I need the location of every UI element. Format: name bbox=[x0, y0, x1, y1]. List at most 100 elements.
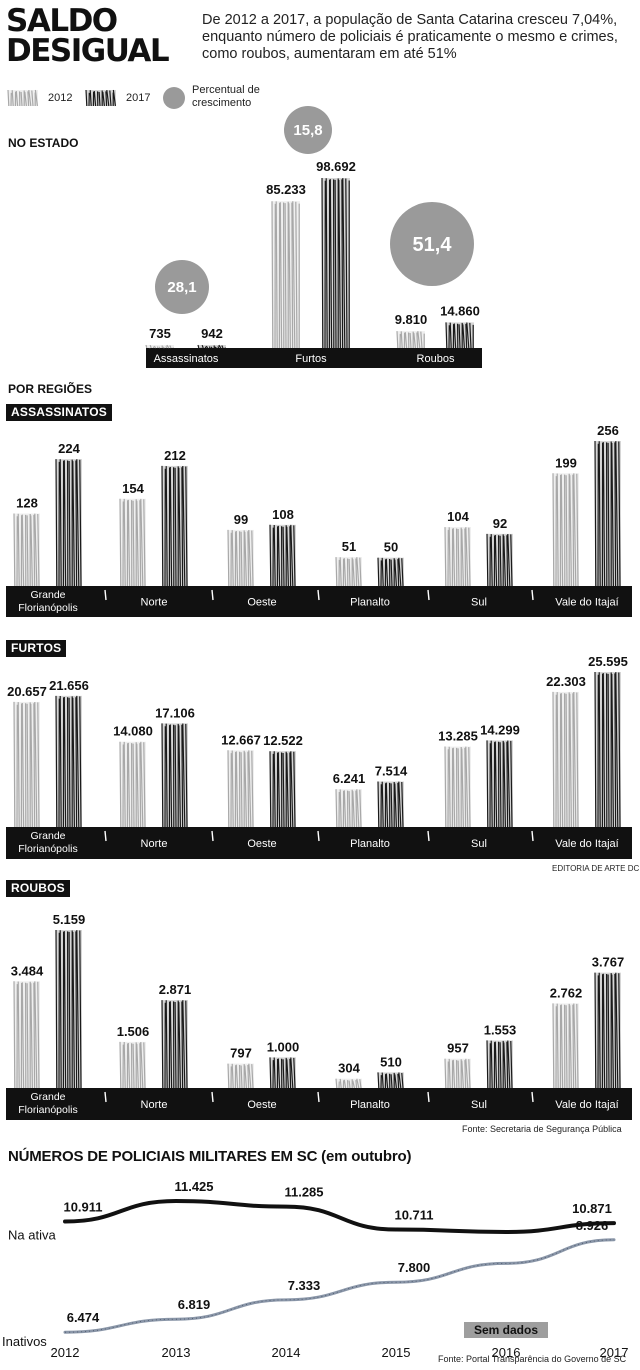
estado-bar-assassinatos-2012 bbox=[145, 344, 174, 349]
chart-roubos-bar-2-2017 bbox=[269, 1057, 296, 1089]
chart-subtitle: De 2012 a 2017, a população de Santa Cat… bbox=[202, 12, 618, 62]
chart-assassinatos-value-label: 92 bbox=[493, 516, 507, 531]
growth-label: 28,1 bbox=[167, 279, 196, 296]
chart-furtos-bar-2-2012 bbox=[227, 750, 254, 828]
chart-furtos-value-label: 13.285 bbox=[438, 729, 478, 744]
chart-assassinatos-category-label: Florianópolis bbox=[18, 602, 78, 614]
estado-category-label: Furtos bbox=[295, 353, 327, 365]
chart-roubos-value-label: 304 bbox=[338, 1061, 360, 1076]
chart-assassinatos-value-label: 256 bbox=[597, 423, 619, 438]
chart-furtos-value-label: 25.595 bbox=[588, 654, 628, 669]
estado-value-label: 85.233 bbox=[266, 182, 306, 197]
chart-assassinatos-bar-3-2012 bbox=[335, 557, 362, 587]
chart-assassinatos-bar-5-2017 bbox=[594, 440, 621, 587]
value-label-inativos: 6.474 bbox=[67, 1310, 100, 1325]
band-separator bbox=[427, 1091, 430, 1103]
chart-assassinatos-value-label: 212 bbox=[164, 448, 186, 463]
chart-roubos-bar-3-2017 bbox=[377, 1072, 404, 1089]
legend-label-2012: 2012 bbox=[48, 92, 73, 104]
chart-assassinatos-category-label: Norte bbox=[141, 597, 168, 609]
chart-assassinatos-value-label: 99 bbox=[234, 512, 248, 527]
line-inativos bbox=[63, 1238, 616, 1334]
band-separator bbox=[317, 589, 320, 601]
missing-data-label: Sem dados bbox=[474, 1323, 538, 1337]
chart-furtos-bar-1-2017 bbox=[161, 723, 188, 828]
chart-furtos-bar-5-2012 bbox=[552, 691, 579, 828]
chart-furtos-value-label: 12.667 bbox=[221, 732, 261, 747]
band-separator bbox=[104, 830, 107, 842]
chart-assassinatos-bar-1-2012 bbox=[119, 498, 146, 587]
chart-roubos-value-label: 2.762 bbox=[550, 985, 583, 1000]
band-separator bbox=[427, 589, 430, 601]
chart-assassinatos-category-label: Oeste bbox=[247, 597, 276, 609]
chart-assassinatos-bar-2-2012 bbox=[227, 529, 254, 587]
chart-roubos-bar-3-2012 bbox=[335, 1078, 362, 1089]
band-separator bbox=[317, 830, 320, 842]
chart-furtos-bar-3-2012 bbox=[335, 789, 362, 828]
x-tick-label: 2012 bbox=[51, 1345, 80, 1360]
chart-furtos-category-label: Grande bbox=[30, 830, 65, 842]
legend-swatch-2017-bar bbox=[85, 89, 116, 107]
chart-roubos-bar-2-2012 bbox=[227, 1063, 254, 1089]
chart-roubos-category-label: Sul bbox=[471, 1099, 487, 1111]
x-tick-label: 2017 bbox=[600, 1345, 629, 1360]
growth-circle bbox=[390, 202, 474, 286]
value-label-inativos: 8.926 bbox=[576, 1218, 609, 1233]
chart-assassinatos-value-label: 128 bbox=[16, 496, 38, 511]
chart-roubos-axis-band bbox=[6, 1088, 632, 1120]
chart-roubos-category-label: Planalto bbox=[350, 1099, 390, 1111]
band-separator bbox=[531, 830, 534, 842]
chart-roubos-bar-4-2017 bbox=[486, 1040, 513, 1089]
chart-roubos-value-label: 3.767 bbox=[592, 955, 625, 970]
chart-furtos-category-label: Norte bbox=[141, 838, 168, 850]
chart-assassinatos-axis-band bbox=[6, 586, 632, 617]
chart-furtos-bar-4-2017 bbox=[486, 740, 513, 828]
legend-circle-label-1: Percentual de bbox=[192, 84, 260, 96]
chart-furtos-category-label: Planalto bbox=[350, 838, 390, 850]
chart-furtos-value-label: 14.080 bbox=[113, 724, 153, 739]
chart-roubos-category-label: Vale do Itajaí bbox=[555, 1099, 618, 1111]
growth-circle bbox=[155, 260, 209, 314]
chart-roubos-category-label: Florianópolis bbox=[18, 1104, 78, 1116]
value-label-inativos: 7.333 bbox=[288, 1278, 321, 1293]
police-chart-title: NÚMEROS DE POLICIAIS MILITARES EM SC (em… bbox=[8, 1148, 412, 1165]
band-separator bbox=[531, 589, 534, 601]
chart-roubos-bar-5-2012 bbox=[552, 1003, 579, 1089]
chart-roubos-value-label: 1.000 bbox=[267, 1039, 300, 1054]
series-label-na-ativa: Na ativa bbox=[8, 1228, 56, 1243]
estado-bar-assassinatos-2017 bbox=[197, 344, 226, 349]
growth-label: 15,8 bbox=[293, 122, 322, 139]
value-label-na-ativa: 10.711 bbox=[394, 1208, 433, 1223]
chart-assassinatos-bar-5-2012 bbox=[552, 473, 579, 587]
chart-roubos-value-label: 2.871 bbox=[159, 982, 192, 997]
chart-furtos-bar-0-2017 bbox=[55, 695, 82, 828]
chart-furtos-value-label: 12.522 bbox=[263, 733, 303, 748]
chart-assassinatos-bar-1-2017 bbox=[161, 465, 188, 587]
value-label-inativos: 6.819 bbox=[178, 1297, 211, 1312]
chart-roubos-value-label: 957 bbox=[447, 1041, 469, 1056]
chart-roubos-category-label: Oeste bbox=[247, 1099, 276, 1111]
chart-furtos-axis-band bbox=[6, 827, 632, 859]
value-label-na-ativa: 10.871 bbox=[572, 1201, 612, 1216]
legend-swatch-2012 bbox=[7, 89, 38, 107]
legend-swatch-2017 bbox=[85, 89, 116, 107]
band-separator bbox=[104, 589, 107, 601]
value-label-na-ativa: 11.285 bbox=[284, 1185, 323, 1200]
band-separator bbox=[211, 589, 214, 601]
chart-furtos-value-label: 6.241 bbox=[333, 771, 366, 786]
band-separator bbox=[211, 830, 214, 842]
chart-assassinatos-bar-4-2012 bbox=[444, 527, 471, 587]
chart-furtos-value-label: 17.106 bbox=[155, 705, 195, 720]
line-na-ativa bbox=[63, 1198, 616, 1235]
estado-value-label: 14.860 bbox=[440, 303, 480, 318]
chart-furtos-bar-5-2017 bbox=[594, 671, 621, 828]
chart-assassinatos-value-label: 199 bbox=[555, 455, 577, 470]
chart-furtos-category-label: Sul bbox=[471, 838, 487, 850]
estado-value-label: 9.810 bbox=[395, 312, 428, 327]
chart-furtos-category-label: Oeste bbox=[247, 838, 276, 850]
estado-bar-roubos-2017 bbox=[445, 322, 474, 349]
section-label-regioes: POR REGIÕES bbox=[8, 382, 93, 396]
